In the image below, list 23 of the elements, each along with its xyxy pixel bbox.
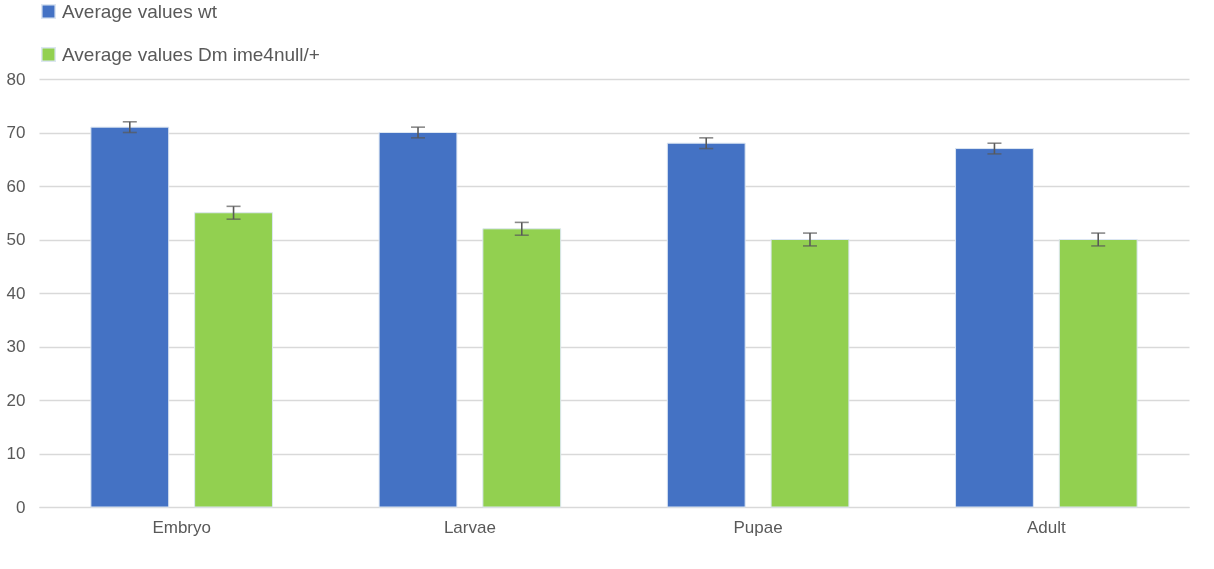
x-tick-label: Embryo xyxy=(152,517,211,537)
y-tick-label: 60 xyxy=(6,176,26,196)
x-tick-label: Larvae xyxy=(443,517,496,537)
bar xyxy=(378,132,458,508)
x-tick-label: Adult xyxy=(1026,517,1066,537)
y-tick-label: 10 xyxy=(6,444,26,463)
y-tick-label: 50 xyxy=(6,230,26,249)
legend-label: Average values Dm ime4null/+ xyxy=(62,43,320,65)
legend-label: Average values wt xyxy=(62,0,218,22)
y-tick-label: 20 xyxy=(6,390,26,410)
bar xyxy=(770,239,850,508)
bar xyxy=(1058,239,1138,508)
x-tick-label: Pupae xyxy=(733,517,783,537)
bar xyxy=(666,142,746,508)
bar xyxy=(194,212,273,508)
y-tick-label: 0 xyxy=(16,497,26,517)
y-tick-label: 80 xyxy=(6,69,26,89)
y-tick-label: 40 xyxy=(6,283,26,303)
y-tick-label: 70 xyxy=(6,123,26,142)
bar xyxy=(90,126,170,508)
bar xyxy=(482,228,562,508)
bar xyxy=(955,148,1034,508)
y-tick-label: 30 xyxy=(6,337,26,356)
